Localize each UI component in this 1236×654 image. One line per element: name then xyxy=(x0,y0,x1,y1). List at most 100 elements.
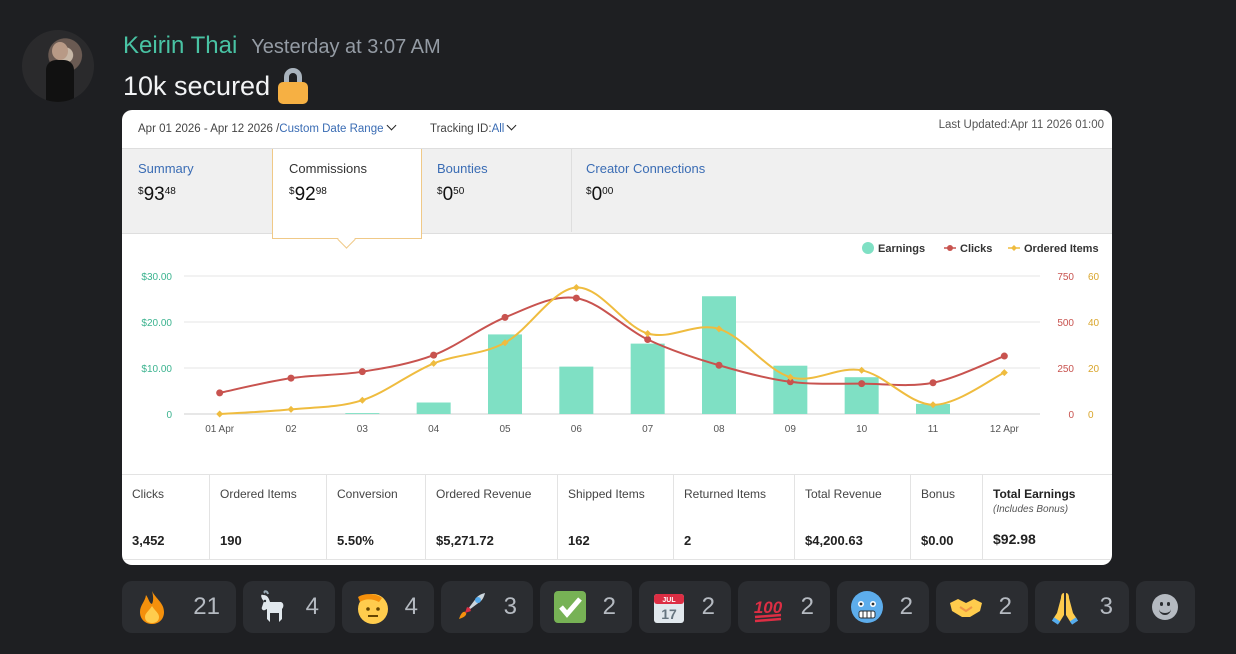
reaction-count: 2 xyxy=(998,593,1012,620)
stat-value: $4,200.63 xyxy=(805,533,863,548)
ordered-items-point xyxy=(1000,369,1008,377)
reaction-check-mark[interactable]: 2 xyxy=(540,581,632,633)
reaction-count: 3 xyxy=(1099,593,1113,620)
y-right-ordered-tick-label: 60 xyxy=(1088,272,1100,283)
stat-ordered-items: Ordered Items 190 xyxy=(210,475,327,559)
earnings-bar xyxy=(488,334,522,414)
clicks-point xyxy=(1000,352,1008,360)
reaction-count: 2 xyxy=(701,593,715,620)
stat-label: Ordered Items xyxy=(220,487,297,501)
stat-value: $0.00 xyxy=(921,533,954,548)
previous-message-edge xyxy=(820,0,910,2)
legend-clicks-label: Clicks xyxy=(960,243,992,255)
x-tick-label: 07 xyxy=(642,424,654,435)
tab-amount: $050 xyxy=(437,184,465,205)
stats-table: Clicks 3,452 Ordered Items 190 Conversio… xyxy=(122,474,1112,560)
tracking-value-link[interactable]: All xyxy=(491,123,505,135)
legend-ordered-label: Ordered Items xyxy=(1024,243,1099,255)
clicks-point xyxy=(715,361,723,369)
tab-label: Summary xyxy=(138,161,194,176)
earnings-bar xyxy=(773,365,808,414)
stat-label: Total Revenue xyxy=(805,487,882,501)
clicks-point xyxy=(358,368,366,376)
earnings-bar xyxy=(916,403,950,414)
tracking-label: Tracking ID: xyxy=(430,123,492,135)
reaction-calendar[interactable]: JUL 17 2 xyxy=(639,581,731,633)
custom-date-range-link[interactable]: Custom Date Range xyxy=(279,123,384,135)
earnings-tabs: Summary $9348 Commissions $9298 Bounties… xyxy=(122,148,1112,239)
x-tick-label: 03 xyxy=(357,424,369,435)
reaction-fire[interactable]: 21 xyxy=(122,581,236,633)
reaction-handshake[interactable]: 2 xyxy=(936,581,1028,633)
timestamp[interactable]: Yesterday at 3:07 AM xyxy=(251,36,441,58)
stat-label: Shipped Items xyxy=(568,487,645,501)
stat-clicks: Clicks 3,452 xyxy=(122,475,210,559)
hundred-points-emoji-icon: 100 xyxy=(754,598,783,623)
message-body: 10k secured xyxy=(123,70,271,101)
earnings-screenshot[interactable]: Apr 01 2026 - Apr 12 2026 /Custom Date R… xyxy=(122,110,1112,565)
stat-label: Returned Items xyxy=(684,487,767,501)
tab-creator-connections[interactable]: Creator Connections $000 xyxy=(570,149,770,233)
date-range-text: Apr 01 2026 - Apr 12 2026 / xyxy=(138,123,280,135)
tab-summary[interactable]: Summary $9348 xyxy=(122,149,272,233)
earnings-bar xyxy=(559,366,594,414)
stat-bonus: Bonus $0.00 xyxy=(911,475,983,559)
stat-label: Conversion xyxy=(337,487,398,501)
reaction-count: 2 xyxy=(602,593,616,620)
folded-hands-emoji-icon xyxy=(1051,593,1079,625)
stat-value: 5.50% xyxy=(337,533,374,548)
ordered-items-point xyxy=(216,410,224,418)
legend-earnings-label: Earnings xyxy=(878,243,925,255)
legend-clicks-swatch xyxy=(947,245,953,251)
username[interactable]: Keirin Thai xyxy=(123,32,238,59)
x-tick-label: 01 Apr xyxy=(205,424,235,435)
reaction-goat[interactable]: 4 xyxy=(243,581,335,633)
legend-earnings-swatch xyxy=(862,242,874,254)
reaction-saluting-face[interactable]: 4 xyxy=(342,581,434,633)
ordered-items-point xyxy=(858,366,866,374)
earnings-bar xyxy=(416,402,451,414)
x-tick-label: 08 xyxy=(713,424,725,435)
ordered-items-point xyxy=(287,405,295,413)
stat-label: Bonus xyxy=(921,487,956,501)
tab-amount: $9298 xyxy=(289,184,327,205)
stat-label: Total Earnings xyxy=(993,487,1076,501)
tab-amount: $000 xyxy=(586,184,614,205)
ordered-items-point xyxy=(786,373,794,381)
chevron-down-icon[interactable] xyxy=(386,120,396,131)
clicks-point xyxy=(786,378,794,386)
tab-bounties[interactable]: Bounties $050 xyxy=(421,149,571,233)
chevron-down-icon[interactable] xyxy=(506,120,517,131)
stat-shipped-items: Shipped Items 162 xyxy=(558,475,674,559)
tab-label: Bounties xyxy=(437,161,488,176)
reaction-count: 2 xyxy=(899,593,913,620)
tab-commissions[interactable]: Commissions $9298 xyxy=(272,149,422,239)
ordered-items-point xyxy=(929,401,937,409)
x-tick-label: 09 xyxy=(785,424,797,435)
avatar[interactable] xyxy=(22,30,94,102)
ordered-items-point xyxy=(430,359,438,367)
lock-emoji-icon xyxy=(278,68,309,104)
stat-sublabel: (Includes Bonus) xyxy=(993,504,1069,515)
y-right-clicks-tick-label: 250 xyxy=(1057,364,1074,375)
reaction-folded-hands[interactable]: 3 xyxy=(1035,581,1129,633)
reaction-hundred-points[interactable]: 100 2 xyxy=(738,581,830,633)
report-toolbar: Apr 01 2026 - Apr 12 2026 /Custom Date R… xyxy=(122,110,1112,148)
ordered-items-point xyxy=(715,325,723,333)
reaction-rocket[interactable]: 3 xyxy=(441,581,533,633)
reaction-count: 4 xyxy=(305,593,319,620)
stat-value: 190 xyxy=(220,533,242,548)
calendar-emoji-icon: JUL 17 xyxy=(654,594,684,623)
y-right-clicks-tick-label: 500 xyxy=(1057,318,1074,329)
stat-returned-items: Returned Items 2 xyxy=(674,475,795,559)
reaction-cold-face[interactable]: 2 xyxy=(837,581,929,633)
x-tick-label: 04 xyxy=(428,424,440,435)
stat-value: 162 xyxy=(568,533,590,548)
x-tick-label: 02 xyxy=(285,424,297,435)
add-reaction-button[interactable] xyxy=(1136,581,1195,633)
earnings-bar xyxy=(630,343,665,414)
tab-label: Creator Connections xyxy=(586,161,706,176)
stat-value: 3,452 xyxy=(132,533,165,548)
clicks-point xyxy=(644,335,652,343)
stat-value: $92.98 xyxy=(993,531,1036,547)
